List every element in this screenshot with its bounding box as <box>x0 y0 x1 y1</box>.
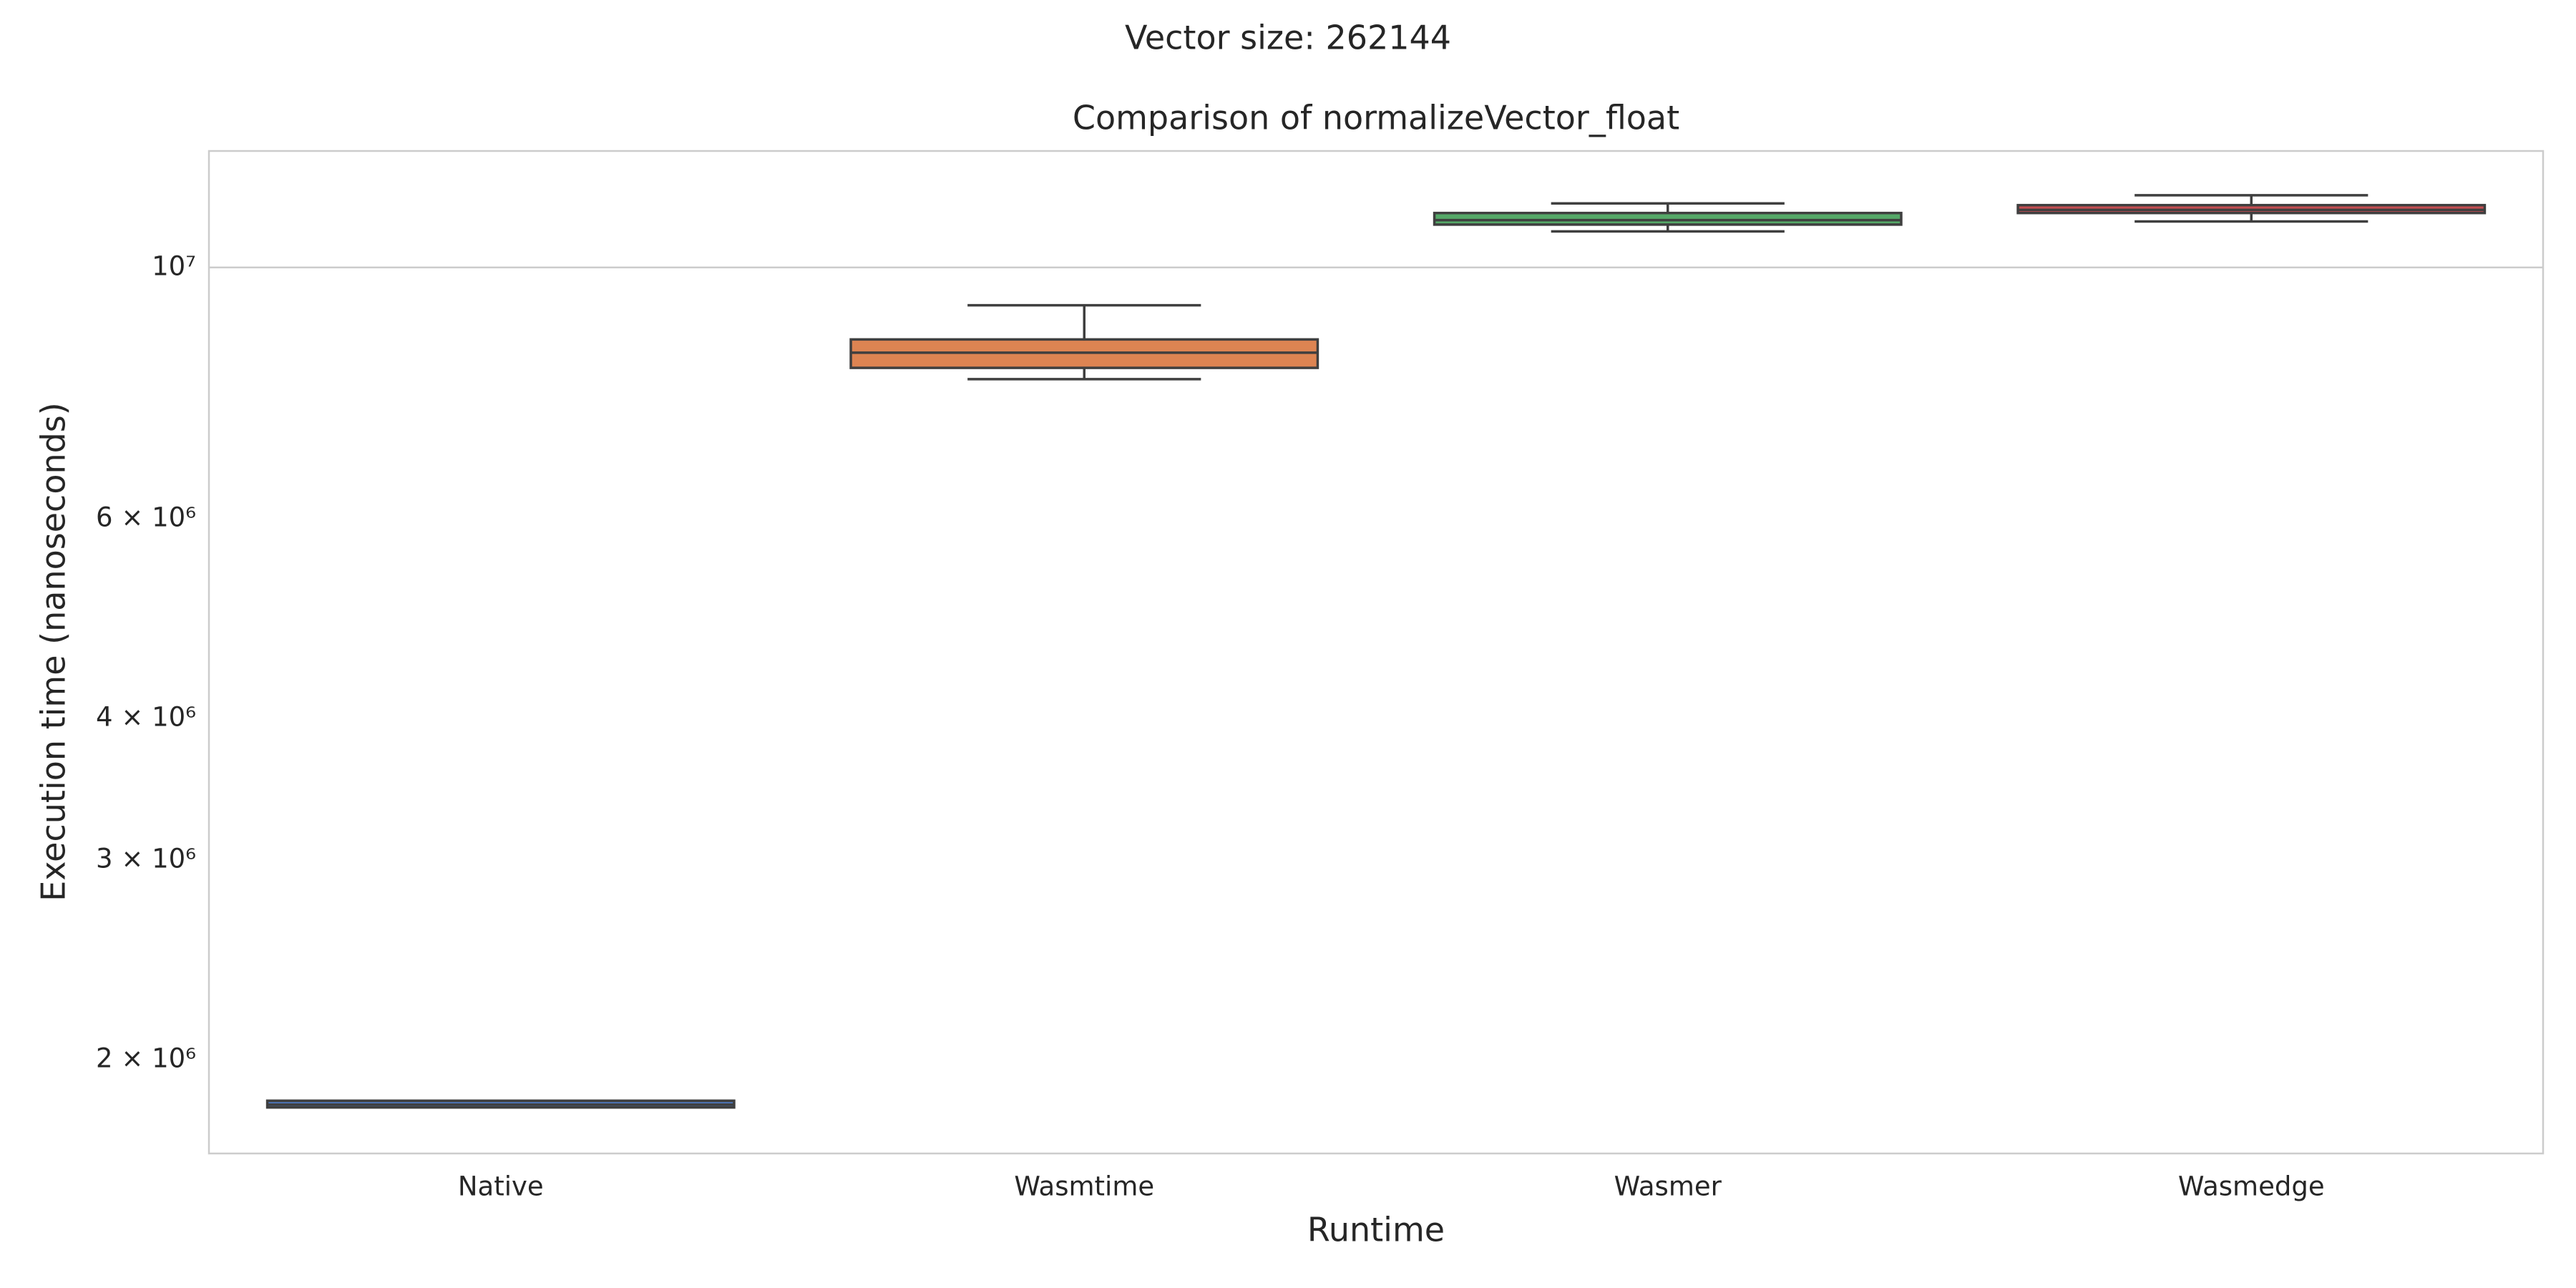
y-tick-label: 2 × 10⁶ <box>96 1043 196 1073</box>
x-tick-label: Wasmedge <box>2178 1171 2325 1202</box>
x-tick-label: Wasmtime <box>1014 1171 1154 1202</box>
x-axis-label: Runtime <box>1307 1211 1445 1249</box>
y-tick-label: 4 × 10⁶ <box>96 702 196 733</box>
chart-suptitle: Vector size: 262144 <box>1125 19 1451 57</box>
y-tick-label: 6 × 10⁶ <box>96 502 196 533</box>
y-tick-label: 3 × 10⁶ <box>96 843 196 874</box>
plot-frame <box>208 150 2545 1155</box>
x-tick-label: Wasmer <box>1614 1171 1722 1202</box>
y-axis-label: Execution time (nanoseconds) <box>34 402 73 901</box>
y-tick-label: 10⁷ <box>152 250 196 281</box>
box <box>1433 211 1903 226</box>
x-tick-label: Native <box>458 1171 544 1202</box>
chart-title: Comparison of normalizeVector_float <box>1073 99 1679 137</box>
